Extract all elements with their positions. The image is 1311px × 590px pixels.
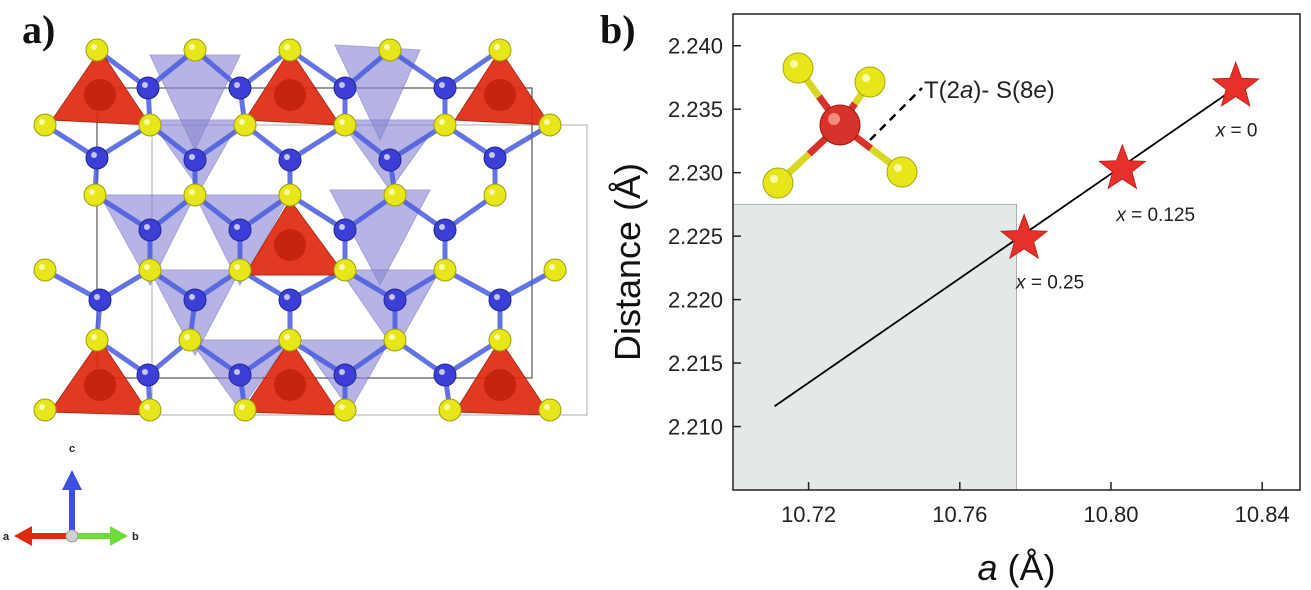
fit-line [774, 84, 1241, 407]
crystal-structure-illustration: c a b [3, 38, 588, 546]
y-tick-label: 2.215 [668, 351, 723, 376]
y-tick-label: 2.235 [668, 97, 723, 122]
x-tick-label: 10.84 [1235, 502, 1290, 527]
data-point-star [1098, 143, 1147, 190]
b-axis-arrow-icon [110, 526, 128, 546]
x-tick-label: 10.80 [1083, 502, 1138, 527]
plot-frame [732, 13, 1301, 491]
y-tick-label: 2.210 [668, 415, 723, 440]
x-tick-label: 10.76 [932, 502, 987, 527]
panel-a-label: a) [22, 7, 56, 52]
y-tick-label: 2.230 [668, 161, 723, 186]
b-axis-label: b [132, 531, 139, 543]
y-tick-label: 2.240 [668, 34, 723, 59]
x-axis-title: a (Å) [977, 547, 1055, 588]
data-point-star [1211, 60, 1260, 107]
atoms [33, 38, 567, 422]
y-tick-label: 2.225 [668, 224, 723, 249]
point-label: x = 0 [1215, 120, 1258, 141]
shaded-region [732, 203, 1017, 491]
crystal-axes-indicator: c a b [3, 443, 139, 546]
a-axis-label: a [3, 531, 10, 543]
inset-tetrahedron-molecule [762, 52, 923, 199]
y-tick-label: 2.220 [668, 288, 723, 313]
red-tetrahedra [49, 49, 551, 416]
c-axis-arrow-icon [62, 470, 82, 490]
x-tick-label: 10.72 [781, 502, 836, 527]
y-axis-title: Distance (Å) [607, 163, 648, 361]
point-label: x = 0.125 [1115, 205, 1195, 226]
inset-bond-label: T(2a)- S(8e) [924, 77, 1055, 104]
c-axis-label: c [69, 443, 75, 455]
inset-dashed-leader [869, 87, 923, 141]
data-point-star [999, 213, 1049, 260]
panel-b-label: b) [600, 7, 636, 52]
a-axis-arrow-icon [14, 526, 32, 546]
point-label: x = 0.25 [1015, 273, 1084, 294]
